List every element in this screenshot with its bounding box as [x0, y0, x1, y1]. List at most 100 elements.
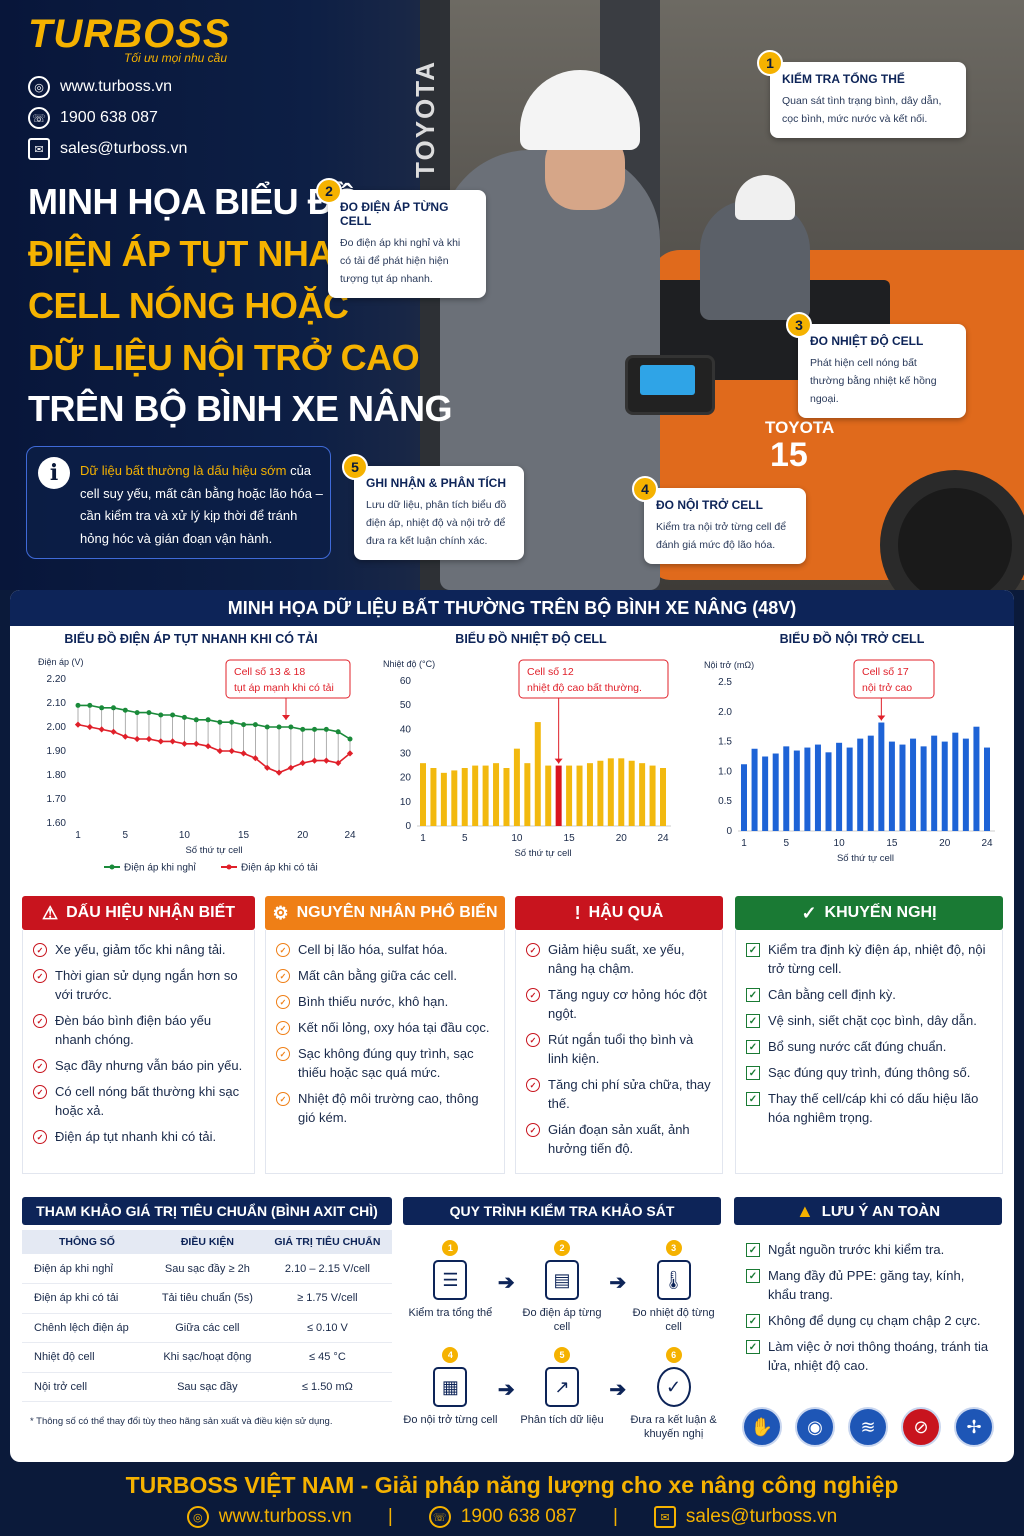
check-circle-icon: ✓ [801, 902, 817, 923]
list-item: ✓ Cell bị lão hóa, sulfat hóa. [276, 940, 494, 959]
y-tick-label: 1.80 [47, 770, 67, 781]
y-tick-label: 0 [726, 826, 732, 837]
info-text: Dữ liệu bất thường là dấu hiệu sớm của c… [80, 463, 323, 546]
data-point [323, 726, 329, 732]
contact-mail[interactable]: ✉ sales@turboss.vn [28, 138, 187, 160]
contact-web[interactable]: ◎ www.turboss.vn [28, 76, 172, 98]
step-label: Kiểm tra tổng thể [408, 1307, 493, 1319]
title-line-1: MINH HỌA BIỂU ĐỒ [28, 181, 361, 222]
step-label: Phân tích dữ liệu [520, 1414, 604, 1426]
x-tick-label: 5 [462, 833, 468, 844]
resistance-chart-title: BIỂU ĐỒ NỘI TRỞ CELL [779, 632, 925, 646]
y-axis-label: Nhiệt độ (°C) [383, 659, 435, 669]
footer-mail[interactable]: ✉ sales@turboss.vn [653, 1506, 837, 1528]
bar [545, 765, 552, 826]
x-tick-label: 15 [564, 833, 576, 844]
bar [793, 750, 800, 831]
warning-icon: ▲ [795, 1200, 814, 1221]
bar [857, 738, 864, 831]
goggles-icon: ◉ [795, 1407, 835, 1447]
bullet-icon: ✓ [276, 995, 290, 1009]
table-row: Điện áp khi có tải Tải tiêu chuẩn (5s) ≥ 1… [22, 1283, 392, 1314]
list-item: ✓ Có cell nóng bất thường khi sạc hoặc xả… [33, 1082, 244, 1120]
contact-phone[interactable]: ☏ 1900 638 087 [28, 107, 158, 129]
footer-web[interactable]: ◎ www.turboss.vn [186, 1506, 352, 1528]
forklift-model: 15 [770, 436, 808, 474]
bar [814, 744, 821, 831]
list-item: ✓ Làm việc ở nơi thông thoáng, tránh tia … [746, 1337, 996, 1375]
arrow-right-icon: ➔ [609, 1379, 627, 1401]
column-body-signs: ✓ Xe yếu, giảm tốc khi nâng tải. ✓ Thời gia… [22, 930, 255, 1174]
data-point [110, 705, 116, 711]
data-point [134, 710, 140, 716]
y-tick-label: 50 [400, 700, 412, 711]
table-cell: ≤ 1.50 mΩ [262, 1372, 392, 1402]
resistance-chart: Nội trở (mΩ) Số thứ tự cell 2.5 2.0 1.5 1.0 0.… [704, 659, 995, 864]
footer-phone[interactable]: ☏ 1900 638 087 [428, 1506, 577, 1528]
bar [783, 746, 790, 831]
table-header: ĐIỀU KIỆN [151, 1230, 263, 1254]
arrow-right-icon: ➔ [497, 1379, 515, 1401]
column-body-causes: ✓ Cell bị lão hóa, sulfat hóa. ✓ Mất cân bằ… [265, 930, 505, 1174]
step-label: Đo điện áp từng cell [522, 1307, 602, 1333]
bar [566, 765, 573, 826]
bar [931, 735, 938, 831]
x-tick-label: 24 [981, 838, 993, 849]
y-tick-label: 1.5 [718, 737, 732, 748]
footer-title: TURBOSS VIỆT NAM - Giải pháp năng lượng … [125, 1472, 899, 1498]
data-point [87, 702, 93, 708]
bar [649, 765, 656, 826]
helmet-icon [735, 175, 795, 220]
bullet-icon: ✓ [33, 1130, 47, 1144]
info-icon: i [38, 457, 70, 489]
checkbox-icon: ✓ [746, 1340, 760, 1354]
bar [772, 753, 779, 831]
data-point [193, 740, 200, 747]
arrow-right-icon: ➔ [609, 1272, 627, 1294]
bullet-icon: ✓ [33, 1059, 47, 1073]
data-point [252, 755, 259, 762]
annotation-text: tụt áp mạnh khi có tải [234, 682, 334, 694]
legend-marker [109, 864, 115, 870]
safety-header: ▲ LƯU Ý AN TOÀN [734, 1197, 1002, 1225]
meter-icon: ▤ [545, 1260, 579, 1300]
x-tick-label: 1 [741, 838, 747, 849]
tester-screen [640, 365, 695, 395]
list-item: ✓ Bổ sung nước cất đúng chuẩn. [746, 1037, 992, 1056]
process-row-2: 4 ▦ Đo nội trở từng cell ➔ 5 ↗ Phân tích dữ li… [403, 1347, 721, 1441]
list-item: ✓ Điện áp tụt nhanh khi có tải. [33, 1127, 244, 1146]
checkbox-icon: ✓ [746, 1314, 760, 1328]
checkbox-icon: ✓ [746, 1040, 760, 1054]
checkbox-icon: ✓ [746, 1092, 760, 1106]
bar [825, 752, 832, 831]
standards-panel: THAM KHẢO GIÁ TRỊ TIÊU CHUẨN (BÌNH AXIT … [22, 1192, 392, 1454]
bar [420, 763, 426, 826]
bar [962, 738, 969, 831]
process-row-1: 1 ☰ Kiểm tra tổng thể ➔ 2 ▤ Đo điện áp từng ce… [403, 1240, 721, 1334]
table-cell: Chênh lệch điện áp [22, 1313, 152, 1343]
bar [867, 735, 874, 831]
technician-2 [700, 200, 810, 320]
brand-tagline: Tối ưu mọi nhu cầu [124, 51, 227, 65]
process-step-3: 3 🌡 Đo nhiệt độ từng cell [626, 1240, 721, 1334]
list-item: ✓ Ngắt nguồn trước khi kiểm tra. [746, 1240, 996, 1259]
list-item: ✓ Vệ sinh, siết chặt cọc bình, dây dẫn. [746, 1011, 992, 1030]
ppe-icons: ✋ ◉ ≋ ⊘ ✢ [742, 1407, 994, 1447]
annotation-arrow [282, 715, 290, 720]
footer: TURBOSS VIỆT NAM - Giải pháp năng lượng … [0, 1462, 1024, 1536]
process-step-5: 5 ↗ Phân tích dữ liệu [515, 1347, 610, 1427]
bottom-section: THAM KHẢO GIÁ TRỊ TIÊU CHUẨN (BÌNH AXIT … [10, 1192, 1014, 1462]
y-tick-label: 10 [400, 797, 412, 808]
data-point [311, 757, 318, 764]
table-cell: Nhiệt độ cell [22, 1342, 152, 1373]
y-tick-label: 2.10 [47, 698, 67, 709]
list-item: ✓ Kết nối lỏng, oxy hóa tại đầu cọc. [276, 1018, 494, 1037]
data-point [99, 705, 105, 711]
column-header-causes: ⚙ NGUYÊN NHÂN PHỔ BIẾN [265, 896, 505, 930]
bar [920, 746, 927, 831]
list-item: ✓ Không để dụng cụ chạm chập 2 cực. [746, 1311, 996, 1330]
annotation-box [225, 659, 351, 699]
bar [524, 763, 531, 826]
table-cell: ≥ 1.75 V/cell [262, 1283, 392, 1314]
data-point [216, 747, 224, 755]
